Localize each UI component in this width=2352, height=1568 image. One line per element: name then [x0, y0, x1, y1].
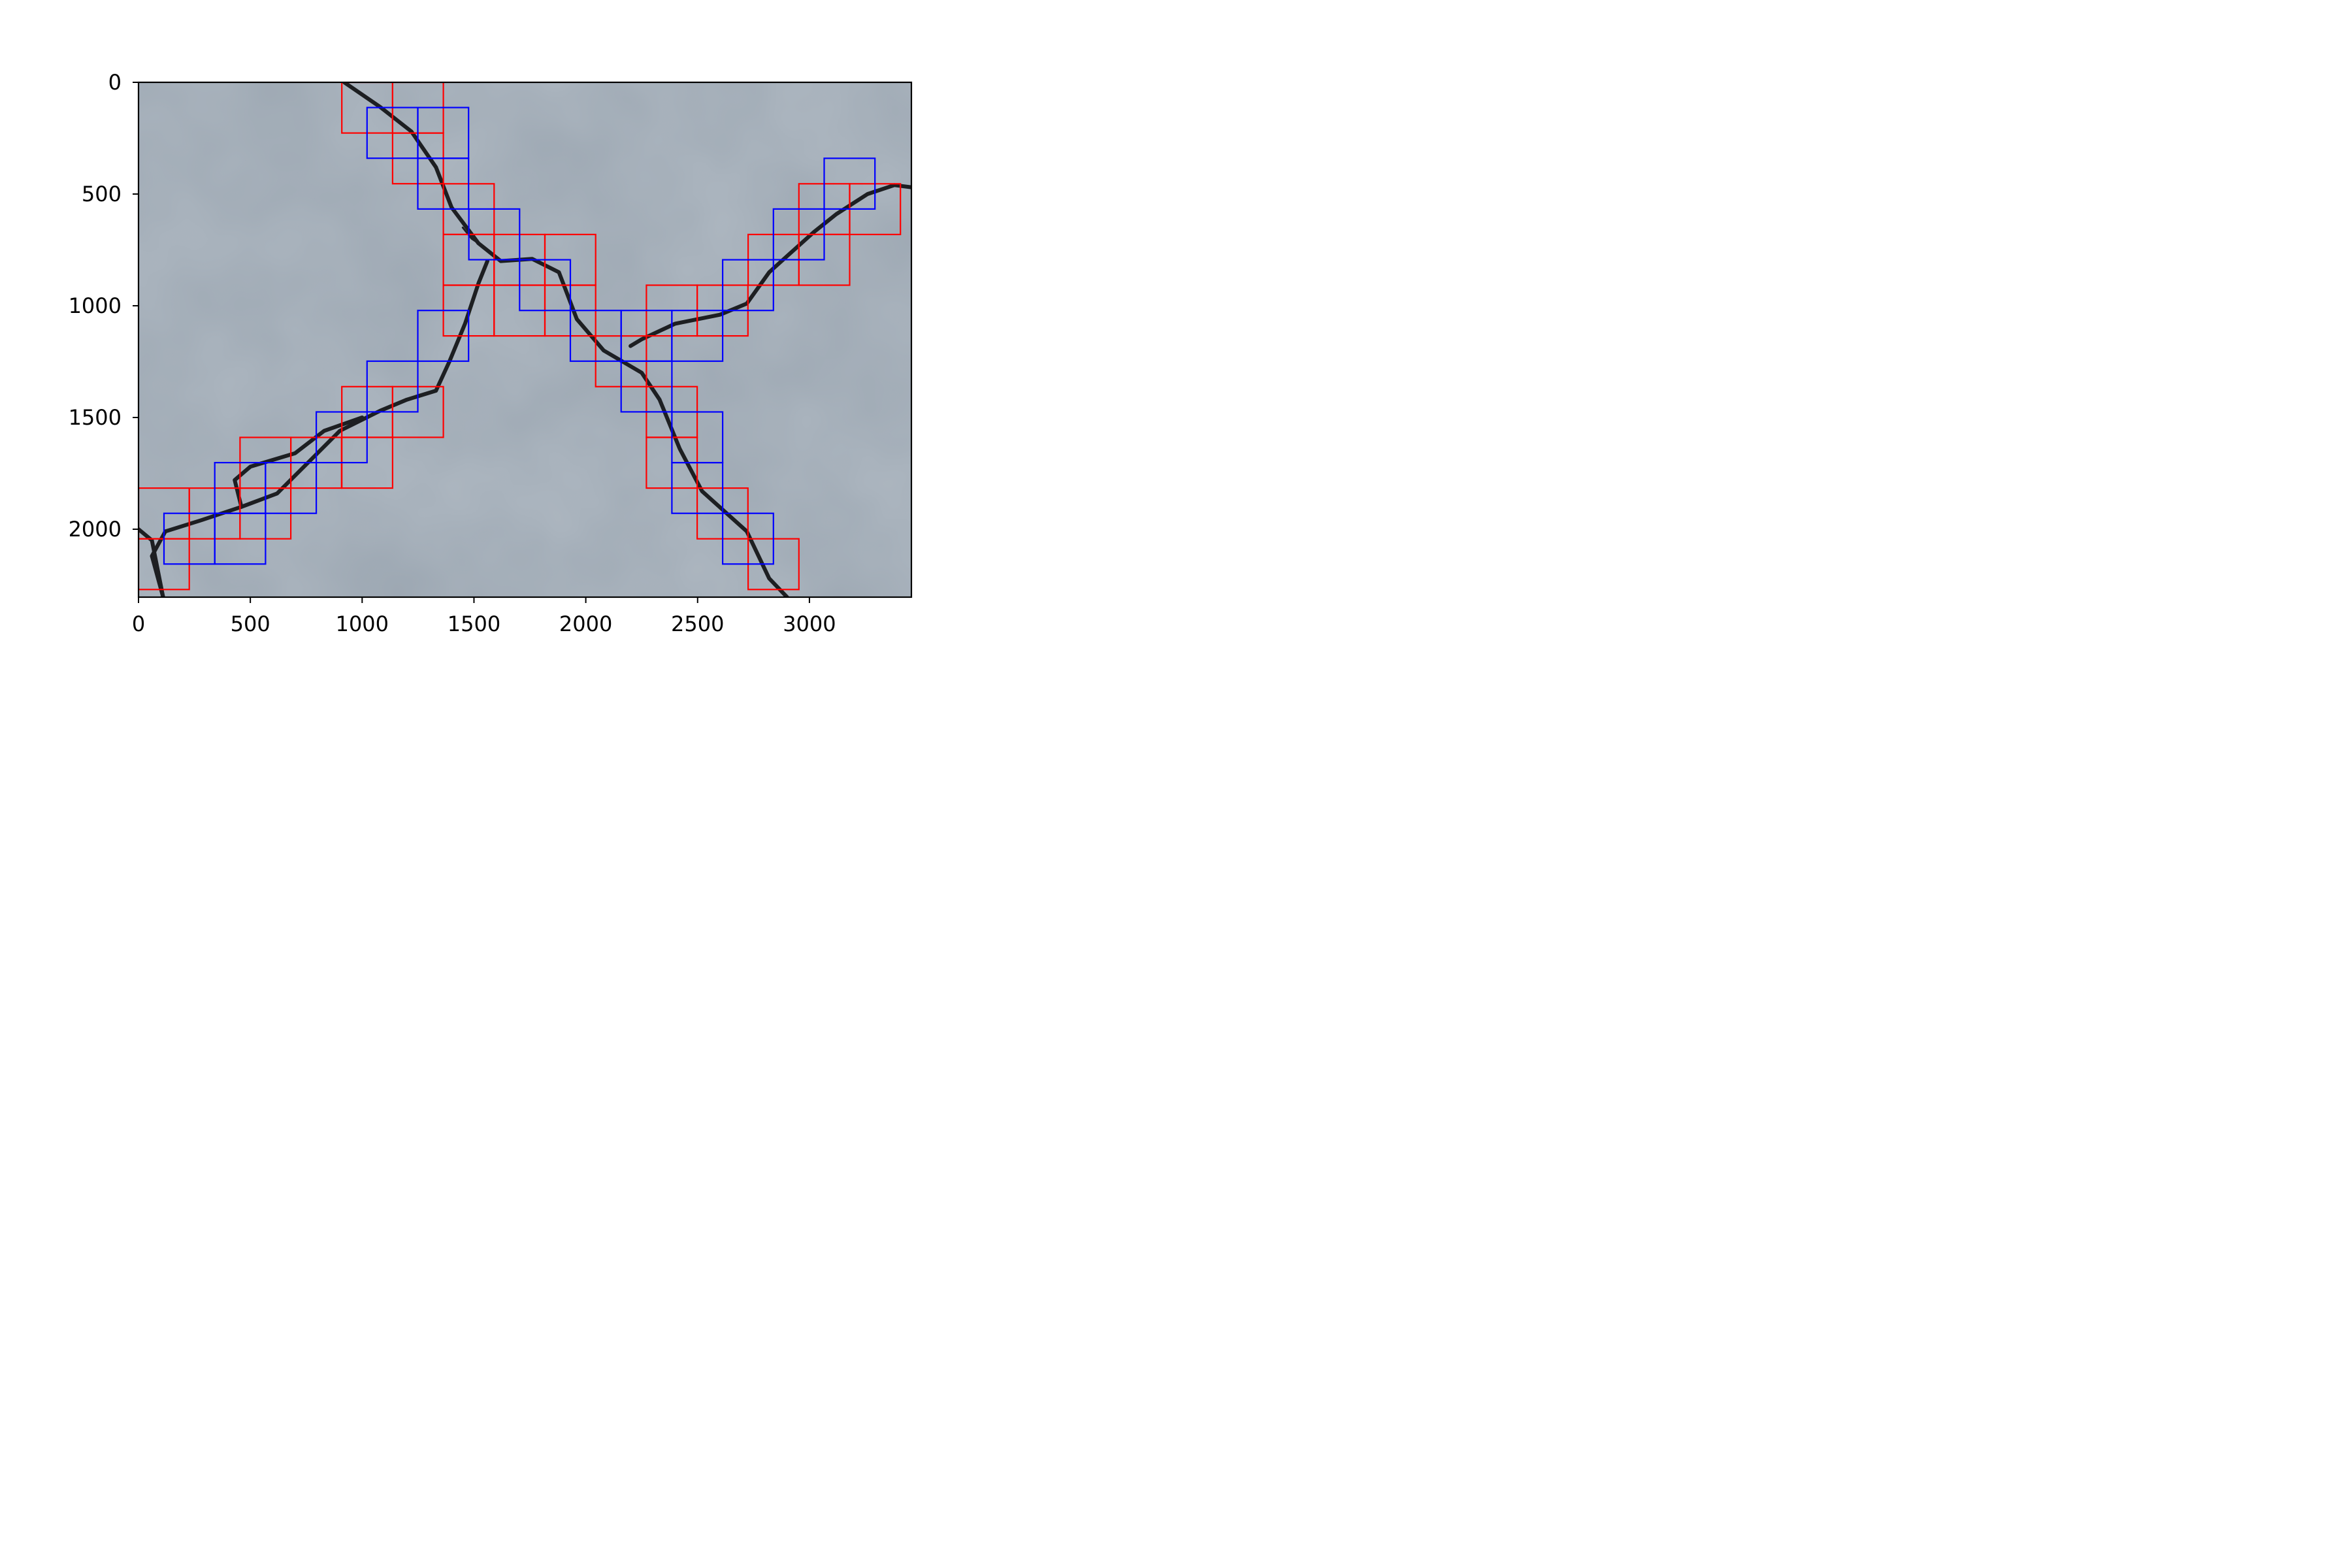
detection-box — [519, 259, 572, 312]
detection-box — [214, 512, 267, 565]
detection-box — [316, 411, 368, 464]
x-tick-label: 0 — [132, 612, 145, 636]
detection-box — [721, 512, 774, 565]
y-tick-label: 500 — [82, 182, 122, 206]
detection-box — [417, 157, 470, 210]
detection-box — [772, 208, 825, 261]
crack-path — [342, 82, 789, 597]
crack-path — [139, 527, 165, 597]
crack-path — [461, 226, 480, 244]
detection-box — [366, 360, 419, 413]
figure: 0 500 1000 1500 2000 2500 3000 0 500 1000 1500 200… — [69, 70, 913, 636]
detection-box — [671, 310, 724, 362]
x-tick-label: 2500 — [671, 612, 724, 636]
x-axis: 0 500 1000 1500 2000 2500 3000 — [132, 597, 836, 636]
detection-box — [468, 208, 521, 261]
x-tick-label: 500 — [231, 612, 270, 636]
concrete-shading — [139, 82, 911, 597]
axes-frame — [137, 81, 913, 598]
detection-box — [671, 461, 724, 514]
x-tick-label: 2000 — [559, 612, 612, 636]
x-tick-label: 1500 — [448, 612, 500, 636]
y-tick-label: 1500 — [69, 405, 122, 430]
plot-area — [139, 82, 911, 597]
y-tick-label: 0 — [108, 70, 122, 95]
y-tick-label: 1000 — [69, 293, 122, 318]
blue-box-series — [163, 106, 876, 565]
detection-box — [721, 259, 774, 312]
y-axis: 0 500 1000 1500 2000 — [69, 70, 139, 542]
detection-box — [417, 310, 470, 362]
y-tick-label: 2000 — [69, 517, 122, 542]
x-tick-label: 1000 — [336, 612, 389, 636]
crack-path — [233, 416, 365, 509]
x-tick-label: 3000 — [783, 612, 836, 636]
detection-box — [823, 157, 876, 210]
detection-box — [620, 360, 673, 413]
crack-path — [629, 183, 911, 348]
